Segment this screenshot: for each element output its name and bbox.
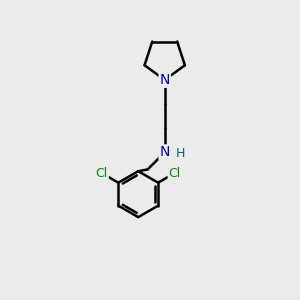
Text: Cl: Cl: [169, 167, 181, 180]
Text: Cl: Cl: [96, 167, 108, 180]
Text: N: N: [160, 146, 170, 159]
Text: H: H: [176, 147, 185, 160]
Text: N: N: [160, 73, 170, 87]
